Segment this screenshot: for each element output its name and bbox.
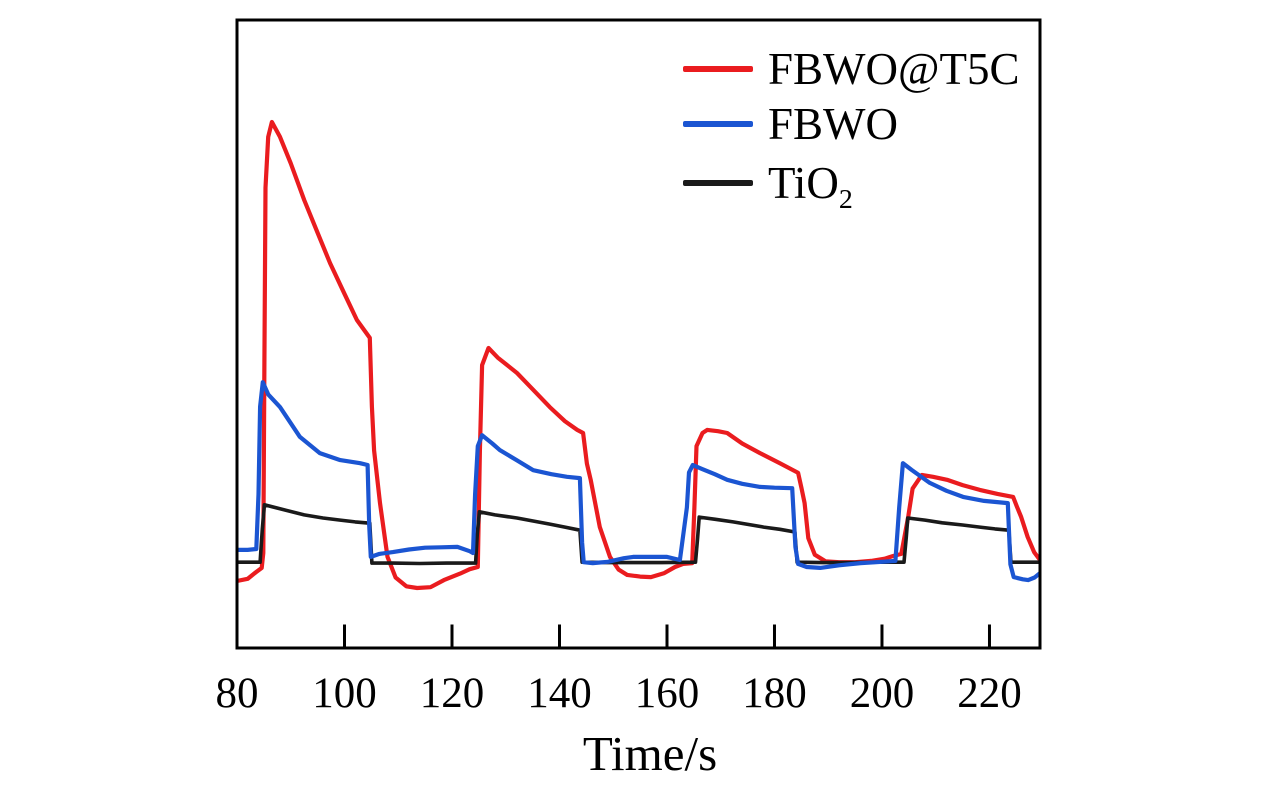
- legend-line-swatch-black: [683, 180, 753, 186]
- x-tick-label-220: 220: [957, 670, 1022, 717]
- legend-label: FBWO@T5C: [768, 43, 1020, 94]
- legend-line-swatch-red: [683, 66, 753, 72]
- x-axis-tick-labels: 80 100 120 140 160 180 200 220: [216, 670, 1022, 717]
- x-axis-title: Time/s: [583, 726, 717, 781]
- series-line-tio2: [237, 503, 1040, 566]
- series-group: [237, 119, 1040, 591]
- x-tick-label-120: 120: [420, 670, 485, 717]
- x-tick-label-140: 140: [527, 670, 592, 717]
- x-tick-label-100: 100: [312, 670, 377, 717]
- x-tick-label-80: 80: [216, 670, 259, 717]
- legend-label: FBWO: [768, 98, 899, 149]
- legend-item-fbwo-t5c: FBWO@T5C: [683, 41, 1019, 97]
- x-tick-label-160: 160: [635, 670, 700, 717]
- series-line-fbwo: [237, 380, 1040, 583]
- x-tick-label-180: 180: [742, 670, 807, 717]
- legend-label: TiO2: [768, 157, 853, 215]
- legend-item-fbwo: FBWO: [683, 96, 898, 152]
- legend: FBWO@T5C FBWO TiO2: [683, 41, 1053, 221]
- x-axis-ticks: [342, 624, 991, 647]
- legend-item-tio2: TiO2: [683, 155, 853, 215]
- x-tick-label-200: 200: [850, 670, 915, 717]
- plot-frame: [235, 18, 1042, 650]
- legend-line-swatch-blue: [683, 121, 753, 127]
